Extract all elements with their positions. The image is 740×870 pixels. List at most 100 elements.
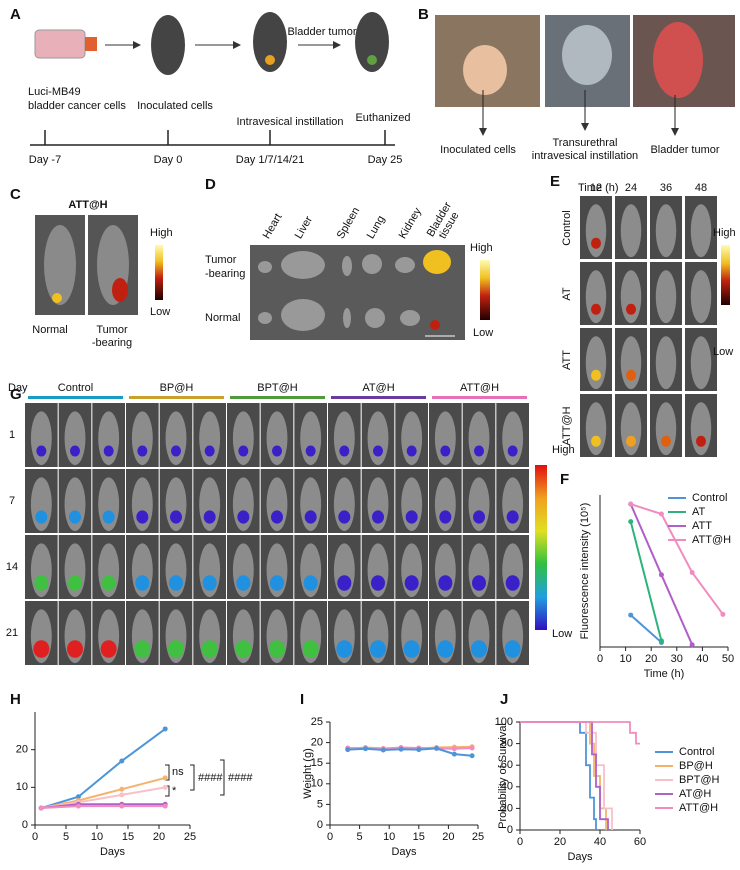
- signal: [404, 575, 419, 591]
- label: 12: [590, 182, 602, 194]
- x-tick-label: 5: [357, 831, 363, 843]
- label: intravesical instillation: [532, 150, 638, 162]
- signal: [471, 640, 487, 658]
- legend-label: Control: [692, 492, 727, 504]
- label: Day 0: [154, 154, 183, 166]
- label: 14: [6, 561, 18, 573]
- point: [720, 611, 726, 617]
- y-tick-label: 0: [507, 824, 513, 836]
- signal: [304, 510, 317, 524]
- label: Luci-MB49: [28, 86, 81, 98]
- label: bladder cancer cells: [28, 100, 126, 112]
- panel-label: F: [560, 471, 569, 488]
- panel-label: J: [500, 691, 508, 708]
- mouse: [690, 336, 712, 390]
- signal: [102, 510, 115, 524]
- x-tick-label: 0: [327, 831, 333, 843]
- y-tick-label: 20: [311, 737, 323, 749]
- signal: [204, 445, 215, 457]
- label: Normal: [205, 312, 240, 324]
- y-axis-label: Weight (g): [302, 748, 314, 799]
- point: [628, 612, 634, 618]
- arrows: [479, 90, 679, 136]
- y-tick-label: 20: [16, 744, 28, 756]
- label: 48: [695, 182, 707, 194]
- photo-detail: [463, 45, 507, 95]
- x-tick-label: 40: [594, 836, 606, 848]
- x-tick-label: 60: [634, 836, 646, 848]
- signal: [406, 445, 417, 457]
- signal: [626, 369, 636, 381]
- group-bar: [230, 396, 325, 399]
- y-tick-label: 40: [501, 781, 513, 793]
- panel-label: E: [550, 173, 560, 190]
- signal: [473, 510, 485, 524]
- tumor: [265, 55, 275, 65]
- colorbar: [535, 465, 547, 630]
- label: Transurethral: [552, 137, 617, 149]
- mouse: [64, 411, 86, 466]
- label: Control: [561, 210, 573, 245]
- label: Control: [58, 382, 93, 394]
- signal: [371, 575, 385, 591]
- y-tick-label: 25: [311, 716, 323, 728]
- x-tick-label: 15: [122, 831, 134, 843]
- mice: [151, 12, 389, 75]
- mouse: [98, 411, 120, 466]
- signal: [505, 575, 520, 591]
- x-tick-label: 0: [597, 653, 603, 665]
- signal: [338, 510, 351, 524]
- signal: [68, 575, 82, 591]
- signal: [591, 435, 601, 447]
- annotation: *: [172, 785, 177, 797]
- signal: [439, 510, 452, 524]
- x-axis-label: Time (h): [644, 668, 685, 680]
- mouse: [620, 270, 642, 324]
- point: [345, 747, 351, 753]
- mouse: [655, 270, 677, 324]
- signal: [169, 575, 183, 591]
- point: [434, 745, 440, 751]
- point: [416, 747, 422, 753]
- survival-line: [520, 721, 640, 745]
- label: 21: [6, 627, 18, 639]
- mouse: [585, 402, 607, 456]
- label: 24: [625, 182, 637, 194]
- signal: [135, 575, 150, 591]
- signal: [34, 575, 49, 591]
- x-tick-label: 25: [184, 831, 196, 843]
- signal: [168, 640, 184, 658]
- signal: [336, 640, 353, 658]
- legend-label: BP@H: [679, 760, 713, 772]
- point: [162, 775, 168, 781]
- mouse: [655, 336, 677, 390]
- label: Liver: [293, 214, 315, 241]
- mouse: [266, 411, 288, 466]
- signal: [372, 510, 384, 524]
- signal: [70, 445, 80, 457]
- point: [398, 746, 404, 752]
- y-tick-label: 10: [16, 781, 28, 793]
- label: Low: [150, 306, 170, 318]
- y-tick-label: 10: [311, 778, 323, 790]
- signal: [303, 575, 318, 591]
- annotation: ####: [198, 772, 223, 784]
- signal: [201, 640, 218, 658]
- x-tick-label: 10: [619, 653, 631, 665]
- point: [658, 511, 664, 517]
- signal: [437, 640, 454, 658]
- signal: [235, 640, 252, 658]
- point: [119, 758, 125, 764]
- label: ATT@H: [68, 199, 107, 211]
- signal: [271, 510, 283, 524]
- label: Inoculated cells: [137, 100, 213, 112]
- label: Lung: [365, 214, 388, 241]
- y-tick-label: 15: [311, 757, 323, 769]
- label: Spleen: [335, 205, 363, 241]
- point: [658, 638, 664, 644]
- signal: [440, 445, 451, 457]
- mouse: [690, 402, 712, 456]
- legend-label: ATT@H: [692, 534, 731, 546]
- signal: [507, 445, 518, 457]
- signal: [237, 510, 250, 524]
